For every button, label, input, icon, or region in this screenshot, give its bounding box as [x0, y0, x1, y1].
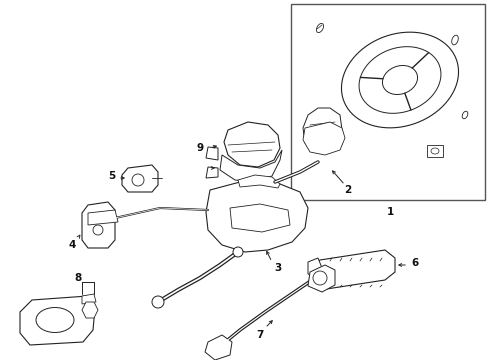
Text: 3: 3 [274, 263, 282, 273]
Text: 4: 4 [68, 240, 75, 250]
Text: 2: 2 [344, 185, 352, 195]
Text: 5: 5 [108, 171, 116, 181]
Circle shape [152, 296, 164, 308]
Circle shape [93, 225, 103, 235]
Polygon shape [206, 182, 308, 252]
Polygon shape [82, 302, 98, 318]
Text: 9: 9 [196, 143, 203, 153]
Polygon shape [303, 122, 345, 155]
Polygon shape [82, 294, 96, 304]
Circle shape [132, 174, 144, 186]
Ellipse shape [36, 307, 74, 333]
Polygon shape [427, 145, 443, 157]
Polygon shape [303, 108, 342, 152]
Polygon shape [82, 202, 115, 248]
Ellipse shape [462, 111, 468, 119]
Ellipse shape [452, 35, 458, 45]
Polygon shape [206, 147, 218, 160]
Polygon shape [230, 204, 290, 232]
Ellipse shape [317, 23, 323, 33]
Polygon shape [308, 258, 322, 278]
Polygon shape [205, 335, 232, 360]
Polygon shape [382, 66, 417, 94]
Circle shape [233, 247, 243, 257]
Polygon shape [308, 265, 335, 292]
Polygon shape [310, 250, 395, 290]
Polygon shape [224, 122, 280, 167]
Polygon shape [122, 165, 158, 192]
Polygon shape [206, 167, 218, 178]
Polygon shape [238, 175, 280, 188]
Polygon shape [342, 32, 459, 128]
Text: 1: 1 [387, 207, 393, 217]
Bar [291, 4, 485, 200]
Polygon shape [359, 47, 441, 113]
Polygon shape [88, 210, 118, 225]
Circle shape [313, 271, 327, 285]
Text: 8: 8 [74, 273, 82, 283]
Text: 6: 6 [412, 258, 418, 268]
Text: 7: 7 [256, 330, 264, 340]
Ellipse shape [431, 148, 439, 154]
Polygon shape [20, 296, 95, 345]
Polygon shape [220, 150, 282, 182]
